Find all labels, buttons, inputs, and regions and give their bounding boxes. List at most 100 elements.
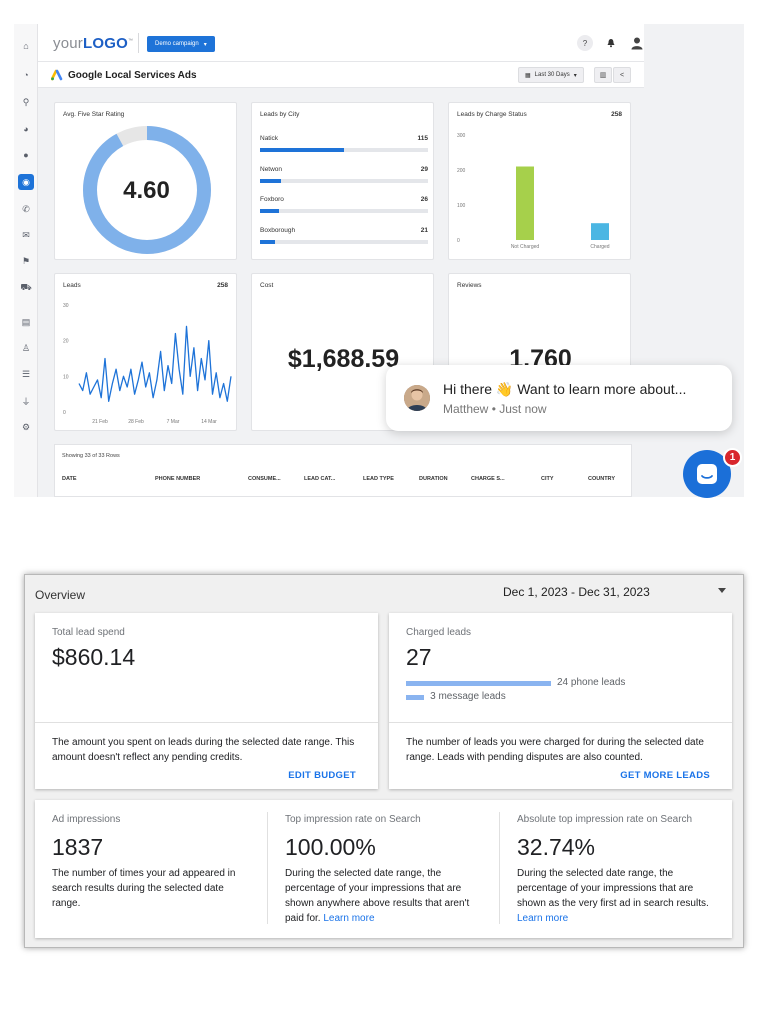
chat-popup[interactable]: Hi there 👋 Want to learn more about... M… — [386, 365, 732, 431]
row-count: Showing 33 of 33 Rows — [62, 453, 120, 459]
city-bar-fill — [260, 178, 282, 183]
list-icon[interactable]: ☰ — [21, 368, 31, 379]
chevron-down-icon[interactable] — [718, 588, 726, 593]
total-lead-spend-card: Total lead spend $860.14 The amount you … — [35, 613, 378, 789]
city-name: Natick — [260, 135, 279, 142]
charge-bar-chart: 300 200 100 0 Not Charged Charged — [457, 133, 610, 250]
city-name: Netwon — [260, 165, 283, 173]
chat-avatar — [404, 385, 430, 411]
city-name: Boxborough — [260, 226, 296, 234]
widget-total: 258 — [217, 282, 228, 289]
card-label: Charged leads — [406, 627, 472, 638]
location-icon[interactable]: ⚑ — [21, 255, 31, 266]
dashboard-screenshot: ⌂ ◔ ⚲ ◕ ● ◉ ✆ ✉ ⚑ ⛟ ▤ ♙ ☰ ⏚ ⚙ yourLOGO™ … — [14, 24, 744, 497]
x-tick-label: 21 Feb — [92, 419, 108, 425]
cost-widget: Cost $1,688.59 — [251, 273, 434, 431]
card-description: During the selected date range, the perc… — [285, 868, 470, 924]
logo[interactable]: yourLOGO™ — [53, 35, 134, 52]
x-tick-label: 7 Mar — [167, 419, 180, 425]
y-tick-label: 0 — [457, 238, 460, 244]
x-tick-label: Charged — [590, 244, 609, 250]
leads-by-charge-widget: Leads by Charge Status 258 300 200 100 0 Not… — [448, 102, 631, 260]
caret-down-icon: ▾ — [203, 41, 207, 48]
user-icon[interactable]: ♙ — [21, 342, 31, 353]
donut-fill — [83, 126, 211, 254]
city-bar-fill — [260, 148, 344, 152]
x-tick-label: 28 Feb — [128, 419, 144, 425]
lead-bar — [406, 695, 425, 700]
chat-icon[interactable]: ● — [23, 150, 29, 160]
y-tick-label: 100 — [457, 203, 466, 209]
date-range-selector[interactable]: Dec 1, 2023 - Dec 31, 2023 — [503, 585, 650, 599]
column-header[interactable]: COUNTRY — [588, 476, 615, 482]
dashboard-icon[interactable]: ◔ — [23, 70, 29, 80]
active-icon[interactable]: ◉ — [18, 174, 34, 190]
bell-icon[interactable] — [603, 35, 619, 51]
widget-title: Cost — [260, 282, 274, 289]
city-name: Foxboro — [260, 196, 284, 203]
document-icon[interactable]: ▤ — [21, 316, 31, 327]
get-more-leads-link[interactable]: GET MORE LEADS — [620, 770, 710, 781]
column-header[interactable]: CITY — [541, 476, 554, 482]
google-ads-icon — [51, 69, 63, 81]
bar — [516, 166, 534, 240]
widget-title: Leads — [63, 282, 81, 289]
x-tick-label: Not Charged — [511, 244, 540, 250]
column-header[interactable]: DATE — [62, 476, 77, 482]
widget-title: Leads by City — [260, 111, 300, 118]
column-header[interactable]: PHONE NUMBER — [155, 476, 201, 482]
help-icon[interactable]: ? — [577, 35, 593, 51]
column-header[interactable]: LEAD CAT... — [304, 476, 336, 482]
card-label: Top impression rate on Search — [285, 814, 421, 825]
column-header[interactable]: CHARGE S... — [471, 476, 505, 482]
plug-icon[interactable]: ⏚ — [21, 396, 31, 407]
city-bar-track — [260, 239, 428, 244]
rating-donut — [83, 126, 211, 254]
y-tick-label: 30 — [63, 303, 69, 309]
overview-panel: Overview Dec 1, 2023 - Dec 31, 2023 Tota… — [24, 574, 744, 948]
y-tick-label: 20 — [63, 339, 69, 345]
card-label: Total lead spend — [52, 627, 125, 638]
impressions-card: Ad impressions 1837 The number of times … — [35, 800, 732, 938]
leads-line — [78, 325, 232, 402]
grid-view-button[interactable]: ▥ — [594, 67, 612, 83]
leads-table: Showing 33 of 33 Rows DATE PHONE NUMBER … — [54, 444, 632, 497]
y-tick-label: 200 — [457, 168, 466, 174]
search-icon[interactable]: ⚲ — [22, 96, 30, 107]
settings-icon[interactable]: ⚙ — [21, 421, 31, 432]
share-button[interactable]: < — [613, 67, 631, 83]
card-description: During the selected date range, the perc… — [517, 868, 709, 924]
home-icon[interactable]: ⌂ — [23, 41, 29, 51]
grid-icon: ▥ — [599, 72, 607, 79]
campaign-dropdown[interactable]: Demo campaign ▾ — [147, 36, 215, 52]
lead-bar-label: 3 message leads — [430, 691, 506, 702]
avg-rating-widget: Avg. Five Star Rating 4.60 — [54, 102, 237, 260]
cart-icon[interactable]: ⛟ — [20, 282, 32, 292]
learn-more-link[interactable]: Learn more — [517, 913, 569, 924]
top-impression-rate-value: 100.00% — [285, 834, 376, 860]
pie-chart-icon[interactable]: ◕ — [23, 124, 29, 134]
avatar-icon[interactable] — [629, 35, 645, 51]
page-title: Google Local Services Ads — [68, 70, 197, 81]
logo-divider — [138, 33, 139, 53]
card-label: Absolute top impression rate on Search — [517, 814, 693, 825]
chat-message: Hi there 👋 Want to learn more about... — [443, 381, 687, 397]
divider — [267, 812, 268, 924]
y-tick-label: 0 — [63, 410, 66, 416]
column-header[interactable]: DURATION — [419, 476, 448, 482]
y-tick-label: 300 — [457, 133, 466, 139]
lead-bar — [406, 681, 551, 686]
phone-icon[interactable]: ✆ — [22, 203, 30, 214]
column-header[interactable]: CONSUME... — [248, 476, 281, 482]
mail-icon[interactable]: ✉ — [22, 229, 30, 240]
charged-leads-card: Charged leads 27 24 phone leads 3 message… — [389, 613, 732, 789]
edit-budget-link[interactable]: EDIT BUDGET — [288, 770, 356, 781]
column-header[interactable]: LEAD TYPE — [363, 476, 394, 482]
ad-impressions-value: 1837 — [52, 834, 104, 860]
cost-value: $1,688.59 — [287, 345, 400, 373]
date-range-button[interactable]: ▦ Last 30 Days ▾ — [518, 67, 584, 83]
learn-more-link[interactable]: Learn more — [323, 913, 375, 924]
city-value: 21 — [420, 226, 428, 234]
abs-top-impression-rate-value: 32.74% — [517, 834, 596, 860]
city-bar-track — [260, 148, 428, 152]
